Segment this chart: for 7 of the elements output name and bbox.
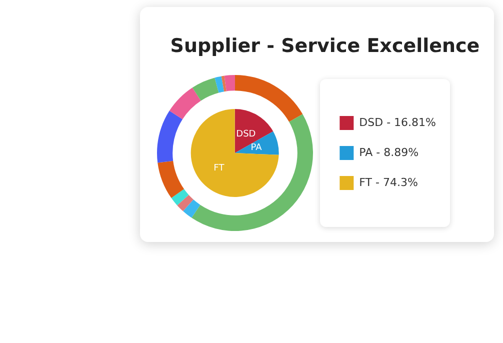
legend-label: DSD - 16.81%	[359, 116, 436, 129]
legend-label: PA - 8.89%	[359, 146, 419, 159]
text: PA	[250, 143, 263, 154]
chart-title: Supplier - Service Excellence	[169, 35, 481, 57]
text: DSD	[236, 129, 256, 140]
legend-label: FT - 74.3%	[359, 176, 418, 189]
text: FT	[214, 164, 225, 174]
